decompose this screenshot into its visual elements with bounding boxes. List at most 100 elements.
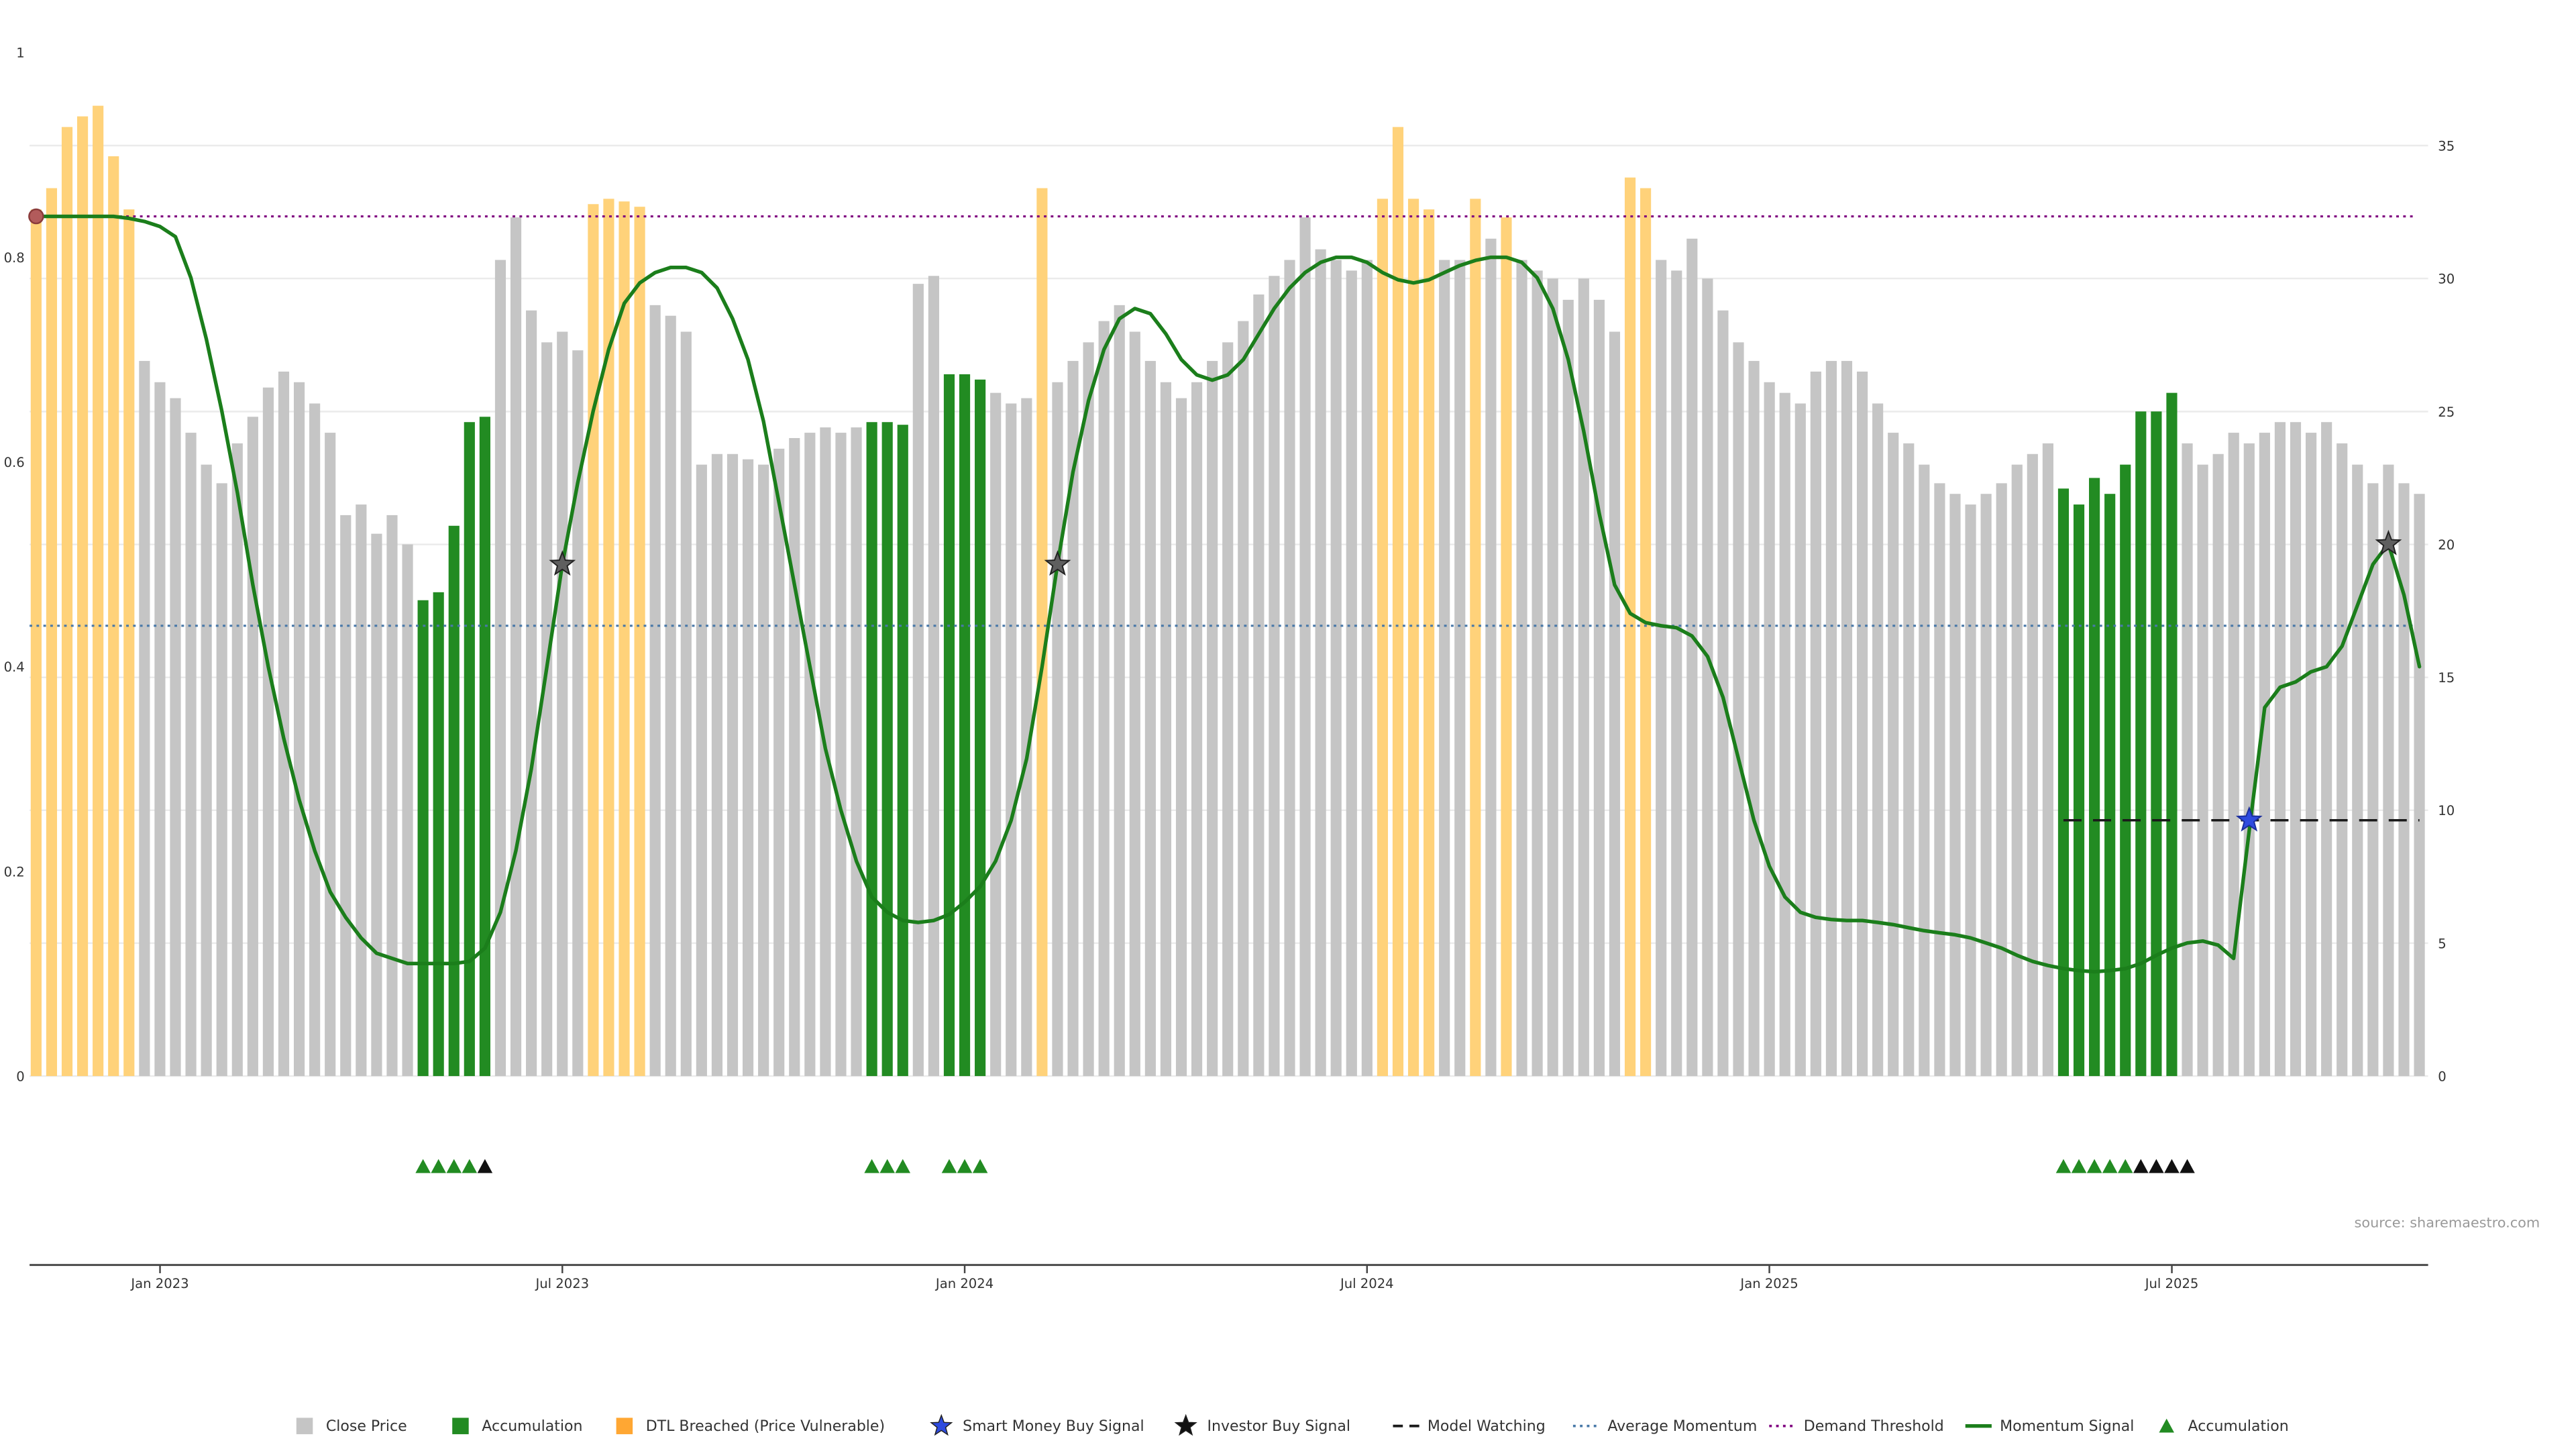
legend-swatch-star — [930, 1413, 953, 1436]
investor-buy-star — [1044, 550, 1071, 576]
left-axis-tick-label: 0.6 — [4, 455, 25, 470]
close-price-bar — [231, 443, 243, 1077]
close-price-bar — [557, 331, 568, 1077]
close-price-bar — [1562, 299, 1574, 1077]
close-price-bar — [1532, 270, 1543, 1077]
close-price-bar — [789, 437, 800, 1077]
right-axis-tick-label: 10 — [2438, 803, 2455, 818]
dtl-breached-bar — [1470, 199, 1481, 1077]
dtl-breached-bar — [123, 209, 135, 1077]
close-price-bar — [402, 544, 413, 1077]
legend-label: Smart Money Buy Signal — [963, 1418, 1144, 1435]
investor-buy-star — [549, 550, 576, 576]
close-price-bar — [2414, 494, 2425, 1077]
close-price-bar — [201, 464, 212, 1077]
left-axis-tick-label: 0.8 — [4, 250, 25, 266]
close-price-bar — [1779, 392, 1790, 1077]
accumulation-triangle — [2055, 1159, 2072, 1173]
close-price-bar — [711, 453, 723, 1077]
close-price-bar — [2383, 464, 2394, 1077]
close-price-bar — [1872, 403, 1884, 1077]
close-price-bar — [2182, 443, 2193, 1077]
accumulation-triangle — [446, 1159, 462, 1173]
close-price-bar — [1361, 260, 1373, 1077]
accumulation-bar — [2135, 411, 2147, 1077]
legend-item: Smart Money Buy Signal — [930, 1413, 1144, 1436]
legend-swatch-square — [616, 1417, 633, 1434]
accumulation-bar — [943, 374, 955, 1077]
close-price-bar — [1129, 331, 1140, 1077]
right-axis-tick-label: 20 — [2438, 537, 2455, 553]
close-price-bar — [371, 533, 382, 1077]
accumulation-triangle — [415, 1159, 431, 1173]
accumulation-triangle — [864, 1159, 879, 1173]
accumulation-triangle-black — [2164, 1159, 2180, 1173]
close-price-bar — [185, 433, 197, 1077]
close-price-bar — [1144, 361, 1156, 1077]
close-price-bar — [1439, 260, 1450, 1077]
accumulation-triangle-black — [2149, 1159, 2164, 1173]
close-price-bar — [1949, 494, 1961, 1077]
close-price-bar — [1794, 403, 1806, 1077]
accumulation-bar — [2151, 411, 2162, 1077]
legend-item: Demand Threshold — [1769, 1418, 1944, 1435]
close-price-bar — [278, 371, 290, 1077]
close-price-bar — [1810, 371, 1821, 1077]
close-price-bar — [2290, 422, 2302, 1077]
left-axis-tick-label: 0 — [16, 1069, 24, 1084]
legend-item: Accumulation — [2159, 1418, 2289, 1435]
accumulation-triangle-black — [2180, 1159, 2195, 1173]
close-price-bar — [912, 284, 924, 1077]
close-price-bar — [1996, 483, 2007, 1077]
close-price-bar — [1021, 398, 1032, 1077]
close-price-bar — [804, 433, 816, 1077]
close-price-bar — [309, 403, 321, 1077]
close-price-bar — [510, 217, 522, 1077]
close-price-bar — [1284, 260, 1295, 1077]
accumulation-triangle — [462, 1159, 478, 1173]
close-price-bar — [2259, 433, 2270, 1077]
close-price-bar — [2274, 422, 2286, 1077]
dtl-breached-bar — [1377, 199, 1388, 1077]
close-price-bar — [1919, 464, 1930, 1077]
close-price-bar — [2367, 483, 2379, 1077]
dtl-breached-bar — [1640, 188, 1652, 1077]
close-price-bar — [835, 433, 847, 1077]
close-price-bar — [1114, 305, 1125, 1077]
accumulation-triangle — [2102, 1159, 2118, 1173]
close-price-bar — [526, 310, 537, 1077]
dtl-breached-bar — [1424, 209, 1435, 1077]
legend-label: Average Momentum — [1607, 1418, 1757, 1435]
close-price-bar — [2042, 443, 2053, 1077]
close-price-bar — [2352, 464, 2363, 1077]
close-price-bar — [1733, 342, 1744, 1077]
legend-item: Average Momentum — [1572, 1418, 1757, 1435]
dtl-breached-bar — [619, 201, 630, 1077]
close-price-bar — [649, 305, 661, 1077]
dtl-breached-bar — [1036, 188, 1048, 1077]
close-price-bar — [1346, 270, 1357, 1077]
close-price-bar — [1856, 371, 1868, 1077]
accumulation-bar — [417, 600, 429, 1077]
legend-label: Demand Threshold — [1804, 1418, 1944, 1435]
legend-swatch-square — [296, 1417, 313, 1434]
close-price-bar — [494, 260, 506, 1077]
right-axis-tick-label: 5 — [2438, 936, 2446, 951]
close-price-bar — [1764, 382, 1775, 1077]
close-price-bar — [2398, 483, 2410, 1077]
legend-item: Close Price — [296, 1417, 407, 1435]
close-price-bar — [1175, 398, 1187, 1077]
accumulation-bar — [2073, 504, 2085, 1077]
close-price-bar — [1299, 217, 1311, 1077]
dtl-breached-bar — [61, 127, 73, 1077]
accumulation-triangle — [972, 1159, 988, 1173]
close-price-bar — [773, 448, 785, 1077]
accumulation-bar — [464, 422, 475, 1077]
accumulation-bar — [2057, 488, 2070, 1077]
dtl-breached-bar — [46, 188, 58, 1077]
accumulation-triangle — [957, 1159, 973, 1173]
accumulation-bar — [2166, 392, 2178, 1077]
right-axis-tick-label: 25 — [2438, 405, 2455, 420]
